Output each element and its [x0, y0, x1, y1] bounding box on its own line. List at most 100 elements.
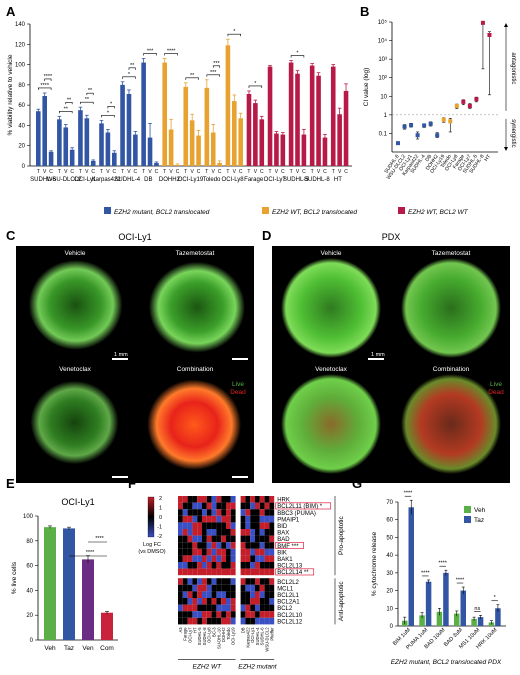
b-point [396, 141, 400, 146]
b-ytick-label: 10 [380, 94, 387, 100]
f-cell [269, 529, 275, 536]
g-sig-label: * [494, 595, 497, 601]
f-cell [192, 509, 198, 516]
f-cell [245, 515, 251, 523]
f-cell [187, 611, 193, 618]
f-cell [230, 535, 236, 543]
panel-label-e: E [6, 476, 15, 491]
f-cell [211, 604, 217, 612]
panel-label-c: C [6, 228, 16, 243]
e-title: OCI-Ly1 [61, 497, 94, 507]
f-cell [245, 584, 251, 592]
f-cell [269, 555, 275, 562]
f-cell [187, 578, 193, 585]
f-cell [269, 598, 275, 605]
f-cell [178, 542, 183, 549]
f-cell [269, 611, 275, 618]
f-cell [211, 529, 217, 536]
a-sig-bracket [206, 74, 220, 77]
f-cell [182, 568, 188, 576]
a-sig-label: * [296, 51, 299, 57]
f-cell [182, 591, 188, 598]
f-cell [182, 617, 188, 625]
b-ytick-label: 10⁵ [378, 19, 388, 26]
f-cell [264, 548, 270, 556]
f-cell [192, 515, 198, 523]
a-bar-label: C [91, 169, 95, 175]
e-xtick-label: Taz [64, 645, 74, 652]
f-cell [255, 578, 260, 585]
f-cell [221, 496, 226, 503]
b-ytick-label: 0.1 [379, 131, 388, 137]
b-synergistic-arrowhead [504, 147, 508, 151]
a-bar-label: T [226, 169, 229, 175]
f-cell [187, 502, 193, 510]
a-sig-label: ** [130, 63, 135, 69]
organoid-c-tazemetostat [148, 261, 246, 353]
a-bar [343, 90, 349, 166]
f-col-label: DB [241, 627, 246, 633]
f-cell [250, 496, 255, 503]
f-col-label: Pfeiffer [269, 627, 274, 641]
f-cell [240, 522, 246, 529]
panel-c-images: OCI-Ly1 Vehicle Tazemetostat Venetoclax … [16, 232, 254, 483]
a-group-label: SUDHL-4 [114, 177, 140, 183]
a-sig-label: *** [147, 48, 154, 54]
f-gene-label: BCL2L1 [277, 593, 299, 599]
f-cell [187, 515, 193, 523]
f-cell [230, 542, 236, 549]
f-cell [264, 542, 270, 549]
f-cell [264, 611, 270, 618]
f-cell [178, 535, 183, 543]
b-ytick-label: 10⁴ [378, 38, 388, 45]
f-cell [245, 509, 251, 516]
a-bar-label: C [218, 169, 222, 175]
f-cell [206, 578, 212, 585]
f-cell [245, 496, 251, 503]
e-ytick-label: 60 [26, 564, 33, 570]
panel-d-label-tazemetostat: Tazemetostat [432, 250, 471, 257]
f-cell [211, 502, 217, 510]
f-cell [202, 568, 207, 576]
a-bar [274, 133, 279, 166]
f-cell [226, 522, 231, 529]
f-cell [211, 535, 217, 543]
f-legend-tick: -1 [157, 525, 162, 531]
f-cell [221, 598, 226, 605]
f-cell [202, 611, 207, 618]
f-cell [255, 515, 260, 523]
f-cell [269, 578, 275, 585]
a-group-label: OCI-Ly8 [222, 177, 245, 183]
f-cell [216, 502, 222, 510]
panel-c-label-venetoclax: Venetoclax [59, 366, 92, 373]
f-cell [269, 496, 275, 503]
f-cell [178, 598, 183, 605]
a-bar [126, 93, 132, 166]
a-bar-label: C [197, 169, 201, 175]
f-cell [269, 568, 275, 576]
panel-label-f: F [128, 476, 136, 491]
f-cell [178, 591, 183, 598]
f-cell [240, 548, 246, 556]
g-sig-label: ns [474, 606, 480, 612]
f-cell [178, 555, 183, 562]
f-cell [216, 562, 222, 569]
f-cell [178, 502, 183, 510]
f-cell [197, 562, 202, 569]
f-cell [226, 562, 231, 569]
f-cell [206, 617, 212, 625]
f-cell [245, 529, 251, 536]
a-ytick-label: 0 [22, 164, 26, 170]
panel-c-scale-bar-label: 1 mm [114, 352, 128, 358]
f-cell [226, 502, 231, 510]
a-bar-label: T [79, 169, 82, 175]
f-cell [206, 542, 212, 549]
a-sig-bracket [185, 77, 199, 80]
f-cell [216, 617, 222, 625]
f-cell [226, 591, 231, 598]
f-wt-label: EZH2 WT [193, 663, 223, 670]
a-bar [189, 120, 195, 166]
a-bar-label: T [290, 169, 293, 175]
f-cell [192, 502, 198, 510]
f-cell [255, 598, 260, 605]
